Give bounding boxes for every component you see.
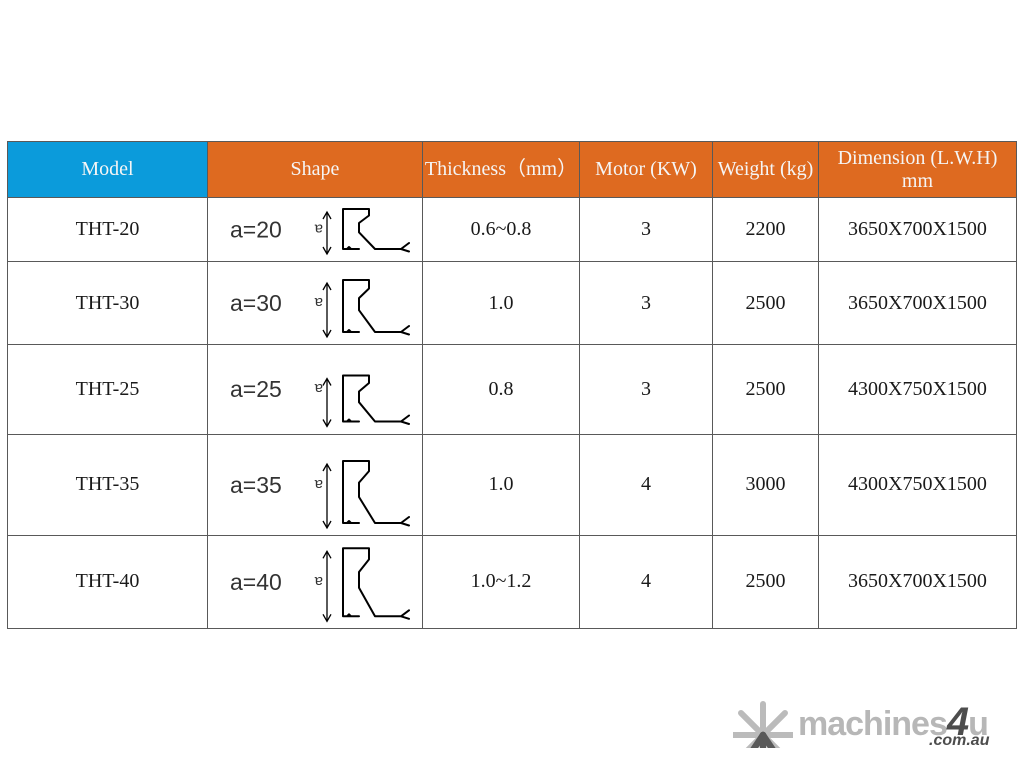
svg-text:a: a	[314, 221, 323, 238]
svg-text:a: a	[314, 380, 323, 397]
svg-text:a=30: a=30	[230, 290, 282, 316]
svg-text:a: a	[314, 573, 323, 590]
svg-text:a: a	[314, 294, 323, 311]
svg-text:a=35: a=35	[230, 472, 282, 498]
svg-text:a=25: a=25	[230, 376, 282, 402]
svg-text:a=20: a=20	[230, 217, 282, 243]
svg-text:a: a	[314, 476, 323, 493]
svg-text:a=40: a=40	[230, 569, 282, 595]
